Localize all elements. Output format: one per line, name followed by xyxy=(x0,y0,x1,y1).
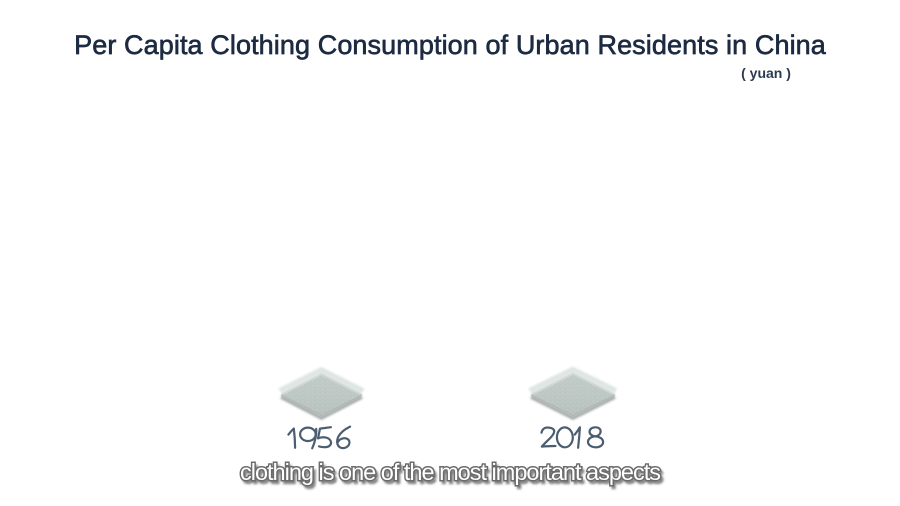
svg-text:clothing is one of the most im: clothing is one of the most important as… xyxy=(242,462,662,488)
svg-text:clothing is one of the most im: clothing is one of the most important as… xyxy=(240,459,660,485)
svg-text:clothing is one of the most im: clothing is one of the most important as… xyxy=(240,459,660,485)
